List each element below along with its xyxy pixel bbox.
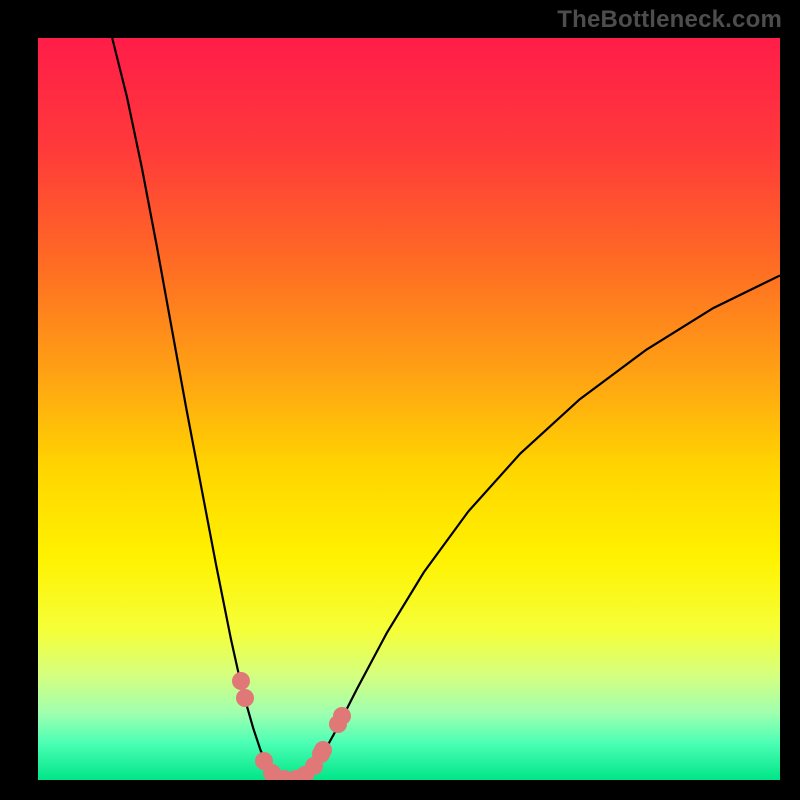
data-marker: [236, 689, 254, 707]
bottleneck-left-curve: [112, 38, 283, 780]
data-marker: [333, 707, 351, 725]
curve-layer: [38, 38, 780, 780]
plot-area: [38, 38, 780, 780]
data-marker: [314, 741, 332, 759]
bottleneck-right-curve: [298, 275, 780, 780]
data-marker: [232, 672, 250, 690]
watermark-text: TheBottleneck.com: [557, 6, 782, 34]
